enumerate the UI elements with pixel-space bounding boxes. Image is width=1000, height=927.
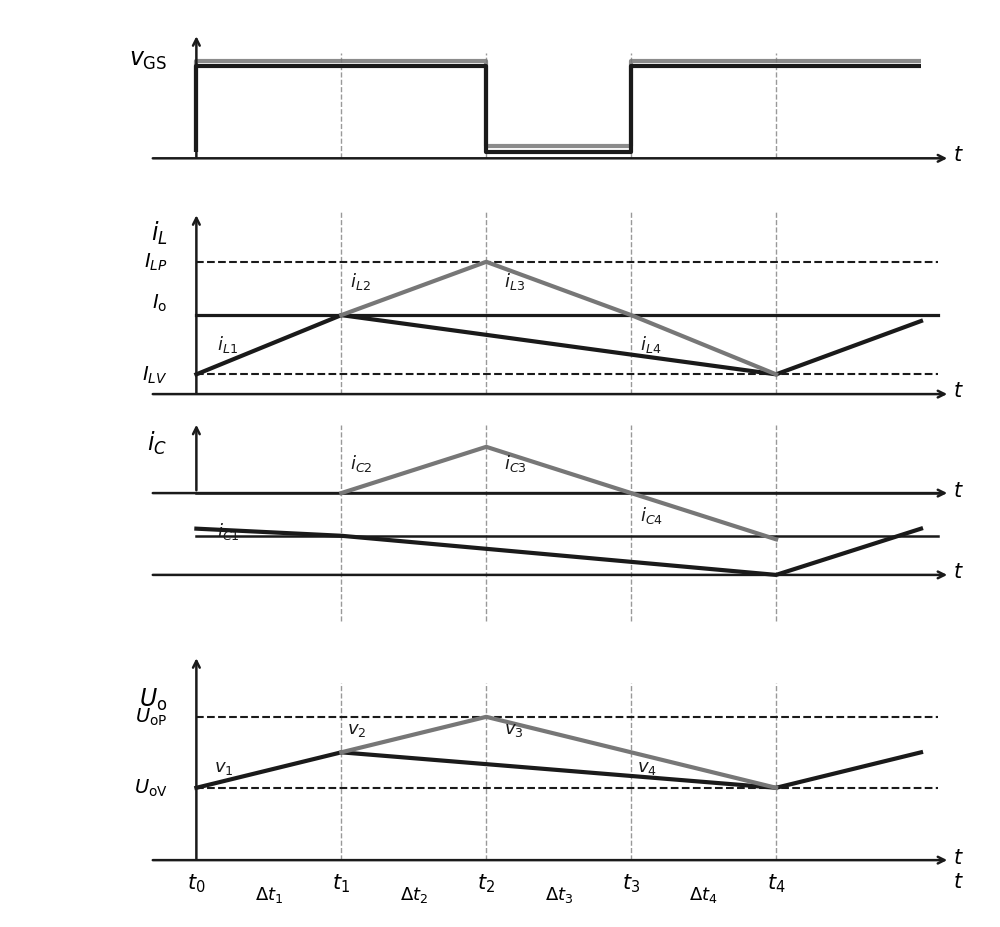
Text: $t$: $t$ <box>953 562 964 582</box>
Text: $U_{\rm o}$: $U_{\rm o}$ <box>139 686 167 712</box>
Text: $v_1$: $v_1$ <box>214 758 233 777</box>
Text: $t_0$: $t_0$ <box>187 871 206 894</box>
Text: $t$: $t$ <box>953 381 964 400</box>
Text: $i_{C2}$: $i_{C2}$ <box>350 452 373 474</box>
Text: $v_3$: $v_3$ <box>504 720 523 739</box>
Text: $I_{LP}$: $I_{LP}$ <box>144 252 167 273</box>
Text: $t_2$: $t_2$ <box>477 871 495 894</box>
Text: $i_{C3}$: $i_{C3}$ <box>504 452 526 474</box>
Text: $i_{L1}$: $i_{L1}$ <box>217 334 238 354</box>
Text: $i_{L2}$: $i_{L2}$ <box>350 272 371 292</box>
Text: $t_1$: $t_1$ <box>332 871 350 894</box>
Text: $v_{\rm GS}$: $v_{\rm GS}$ <box>129 47 167 71</box>
Text: $i_{C1}$: $i_{C1}$ <box>217 520 239 541</box>
Text: $i_{L4}$: $i_{L4}$ <box>640 334 661 354</box>
Text: $t$: $t$ <box>953 146 964 165</box>
Text: $v_4$: $v_4$ <box>637 758 657 777</box>
Text: $I_{\rm o}$: $I_{\rm o}$ <box>152 293 167 314</box>
Text: $t_4$: $t_4$ <box>767 871 785 894</box>
Text: $U_{\rm oV}$: $U_{\rm oV}$ <box>134 778 167 798</box>
Text: $\Delta t_1$: $\Delta t_1$ <box>255 884 283 904</box>
Text: $t_3$: $t_3$ <box>622 871 640 894</box>
Text: $U_{\rm oP}$: $U_{\rm oP}$ <box>135 706 167 728</box>
Text: $i_C$: $i_C$ <box>147 429 167 457</box>
Text: $I_{LV}$: $I_{LV}$ <box>142 364 167 386</box>
Text: $v_2$: $v_2$ <box>347 720 367 739</box>
Text: $\Delta t_3$: $\Delta t_3$ <box>545 884 573 904</box>
Text: $i_{L3}$: $i_{L3}$ <box>504 272 525 292</box>
Text: $i_L$: $i_L$ <box>151 219 167 247</box>
Text: $t$: $t$ <box>953 480 964 500</box>
Text: $\Delta t_2$: $\Delta t_2$ <box>400 884 428 904</box>
Text: $\Delta t_4$: $\Delta t_4$ <box>689 884 718 904</box>
Text: $i_{C4}$: $i_{C4}$ <box>640 504 663 526</box>
Text: $t$: $t$ <box>953 847 964 868</box>
Text: $t$: $t$ <box>953 871 964 891</box>
